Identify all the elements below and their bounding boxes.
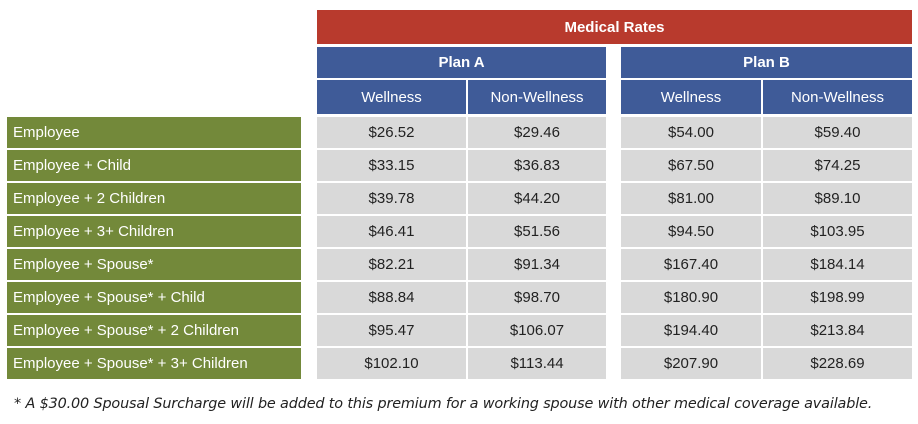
plan-a-non-wellness-value: $98.70 bbox=[468, 282, 606, 313]
row-label: Employee + Spouse* bbox=[7, 249, 301, 280]
row-label: Employee + Child bbox=[7, 150, 301, 181]
plan-a-non-wellness-value: $44.20 bbox=[468, 183, 606, 214]
plan-a-wellness-value: $82.21 bbox=[317, 249, 466, 280]
plan-b-non-wellness-value: $74.25 bbox=[763, 150, 912, 181]
spousal-surcharge-footnote: * A $30.00 Spousal Surcharge will be add… bbox=[14, 396, 873, 412]
row-label: Employee + Spouse* + Child bbox=[7, 282, 301, 313]
plan-a-wellness-value: $26.52 bbox=[317, 117, 466, 148]
plan-a-non-wellness-value: $51.56 bbox=[468, 216, 606, 247]
plan-b-non-wellness-value: $89.10 bbox=[763, 183, 912, 214]
plan-b-header: Plan B bbox=[621, 47, 912, 78]
plan-a-non-wellness-value: $106.07 bbox=[468, 315, 606, 346]
plan-a-wellness-value: $95.47 bbox=[317, 315, 466, 346]
plan-b-non-wellness-value: $198.99 bbox=[763, 282, 912, 313]
plan-b-wellness-value: $81.00 bbox=[621, 183, 761, 214]
plan-a-wellness-header: Wellness bbox=[317, 80, 466, 114]
plan-a-non-wellness-value: $113.44 bbox=[468, 348, 606, 379]
plan-b-wellness-value: $194.40 bbox=[621, 315, 761, 346]
plan-b-wellness-value: $94.50 bbox=[621, 216, 761, 247]
plan-a-wellness-value: $46.41 bbox=[317, 216, 466, 247]
row-label: Employee + Spouse* + 3+ Children bbox=[7, 348, 301, 379]
plan-a-non-wellness-value: $36.83 bbox=[468, 150, 606, 181]
table-title: Medical Rates bbox=[317, 10, 912, 44]
plan-a-non-wellness-header: Non-Wellness bbox=[468, 80, 606, 114]
row-label: Employee + 2 Children bbox=[7, 183, 301, 214]
plan-b-wellness-value: $167.40 bbox=[621, 249, 761, 280]
plan-b-non-wellness-value: $59.40 bbox=[763, 117, 912, 148]
plan-b-non-wellness-header: Non-Wellness bbox=[763, 80, 912, 114]
plan-b-non-wellness-value: $228.69 bbox=[763, 348, 912, 379]
plan-b-wellness-value: $54.00 bbox=[621, 117, 761, 148]
plan-a-wellness-value: $39.78 bbox=[317, 183, 466, 214]
plan-a-non-wellness-value: $29.46 bbox=[468, 117, 606, 148]
row-label: Employee bbox=[7, 117, 301, 148]
plan-a-header: Plan A bbox=[317, 47, 606, 78]
plan-b-wellness-value: $180.90 bbox=[621, 282, 761, 313]
plan-b-non-wellness-value: $103.95 bbox=[763, 216, 912, 247]
plan-b-wellness-value: $67.50 bbox=[621, 150, 761, 181]
row-label: Employee + 3+ Children bbox=[7, 216, 301, 247]
row-label: Employee + Spouse* + 2 Children bbox=[7, 315, 301, 346]
plan-b-wellness-header: Wellness bbox=[621, 80, 761, 114]
plan-b-non-wellness-value: $184.14 bbox=[763, 249, 912, 280]
plan-b-non-wellness-value: $213.84 bbox=[763, 315, 912, 346]
plan-a-wellness-value: $33.15 bbox=[317, 150, 466, 181]
plan-b-wellness-value: $207.90 bbox=[621, 348, 761, 379]
plan-a-wellness-value: $102.10 bbox=[317, 348, 466, 379]
plan-a-wellness-value: $88.84 bbox=[317, 282, 466, 313]
plan-a-non-wellness-value: $91.34 bbox=[468, 249, 606, 280]
